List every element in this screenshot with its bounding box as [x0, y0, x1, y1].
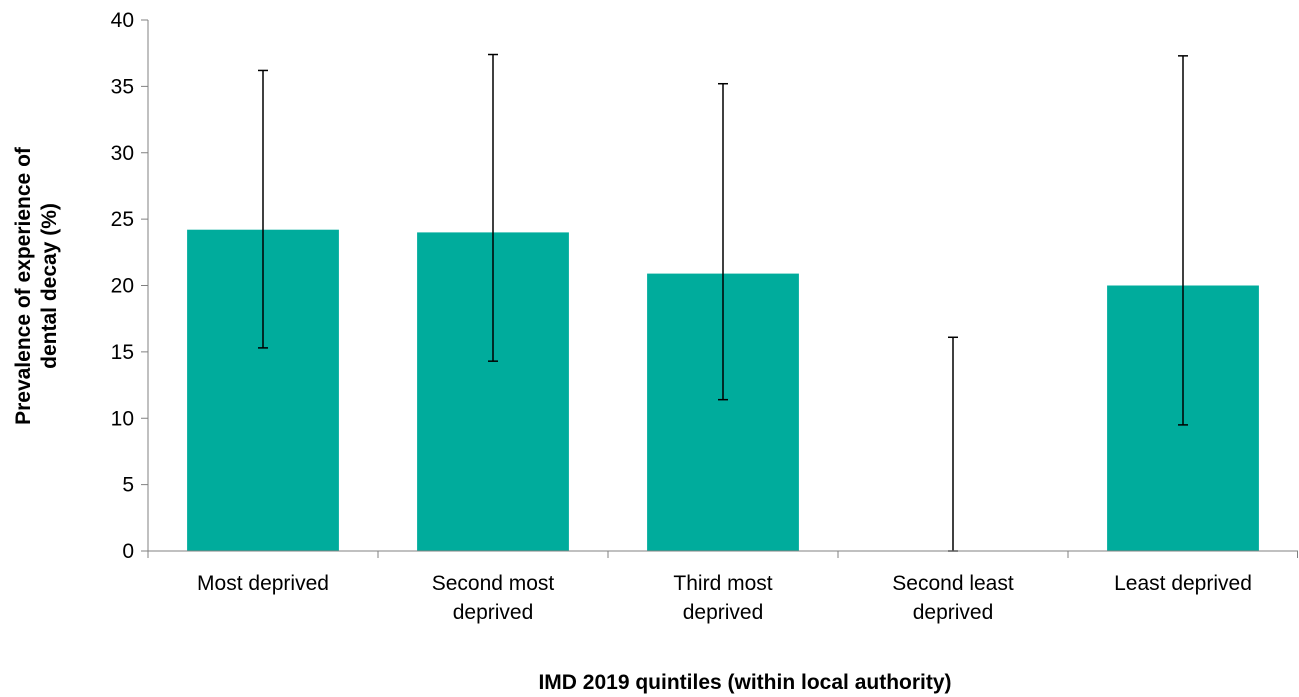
y-tick-label: 5	[122, 474, 134, 497]
y-tick-label: 25	[111, 208, 134, 231]
x-categories-group: Most deprived Second most deprived Third mo…	[197, 572, 1252, 624]
x-category-label: Most deprived	[197, 572, 329, 595]
y-tick-label: 35	[111, 75, 134, 98]
y-tick-label: 10	[111, 407, 134, 430]
error-bar	[1178, 55, 1188, 426]
y-tick-label: 20	[111, 275, 134, 298]
y-axis-title: Prevalence of experience of dental decay …	[12, 146, 61, 425]
error-bars-group	[258, 53, 1188, 552]
y-tick-label: 40	[111, 9, 134, 32]
x-category-label: Second most deprived	[432, 572, 555, 624]
y-tick-label: 15	[111, 341, 134, 364]
y-tick-label: 30	[111, 142, 134, 165]
x-category-label: Second least deprived	[892, 572, 1014, 624]
error-bar	[488, 53, 498, 362]
error-bar	[718, 82, 728, 401]
x-axis-title: IMD 2019 quintiles (within local authori…	[538, 671, 951, 694]
y-ticks-group: 0 5 10 15 20 25 30 35 40	[111, 9, 148, 563]
error-bar	[258, 69, 268, 349]
error-bar	[948, 336, 958, 552]
y-axis-title-text: Prevalence of experience of dental decay …	[12, 146, 61, 425]
y-tick-label: 0	[122, 540, 134, 563]
x-category-label: Least deprived	[1114, 572, 1252, 595]
x-category-label: Third most deprived	[673, 572, 772, 624]
